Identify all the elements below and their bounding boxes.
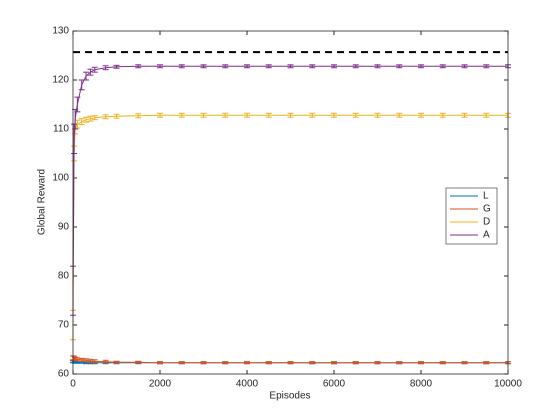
x-tick-label: 10000 bbox=[494, 379, 522, 390]
y-tick-label: 80 bbox=[58, 271, 70, 282]
error-bar bbox=[113, 64, 120, 69]
legend-label: G bbox=[483, 204, 491, 215]
error-bar bbox=[352, 64, 359, 69]
error-bar bbox=[483, 64, 490, 69]
error-bar bbox=[87, 68, 94, 76]
error-bar bbox=[374, 361, 381, 365]
y-tick-label: 130 bbox=[52, 26, 69, 37]
error-bar bbox=[91, 66, 98, 73]
error-bar bbox=[309, 64, 316, 69]
error-bar bbox=[91, 115, 98, 121]
error-bar bbox=[331, 361, 337, 365]
x-tick-label: 0 bbox=[70, 379, 76, 390]
legend-label: L bbox=[483, 191, 489, 202]
axes-box bbox=[72, 30, 509, 375]
x-tick-label: 6000 bbox=[323, 379, 346, 390]
error-bar bbox=[396, 64, 403, 69]
error-bar bbox=[244, 112, 250, 118]
error-bar bbox=[461, 361, 468, 365]
error-bar bbox=[418, 112, 424, 118]
error-bar bbox=[265, 361, 272, 365]
error-bar bbox=[102, 65, 109, 71]
error-bar bbox=[418, 64, 424, 69]
error-bar bbox=[178, 112, 185, 118]
error-bar bbox=[157, 112, 163, 118]
error-bar bbox=[222, 361, 229, 365]
error-bar bbox=[102, 359, 109, 364]
y-tick-label: 90 bbox=[58, 222, 70, 233]
error-bar bbox=[287, 361, 294, 365]
error-bar bbox=[135, 113, 142, 119]
x-tick-label: 2000 bbox=[149, 379, 172, 390]
error-bar bbox=[461, 112, 468, 118]
y-tick-label: 70 bbox=[58, 320, 70, 331]
error-bar bbox=[157, 361, 163, 365]
error-bar bbox=[461, 64, 468, 69]
x-tick-label: 4000 bbox=[236, 379, 259, 390]
legend-label: A bbox=[483, 230, 490, 241]
error-bar bbox=[178, 64, 185, 69]
error-bar bbox=[200, 64, 207, 69]
error-bar bbox=[222, 112, 229, 118]
error-bar bbox=[74, 96, 81, 113]
error-bar bbox=[418, 361, 424, 365]
error-bar bbox=[374, 112, 381, 118]
error-bar bbox=[244, 64, 250, 69]
error-bar bbox=[222, 64, 229, 69]
series-line bbox=[72, 357, 508, 364]
error-bar bbox=[374, 64, 381, 69]
error-bar bbox=[309, 112, 316, 118]
error-bar bbox=[439, 64, 446, 69]
error-bar bbox=[265, 112, 272, 118]
error-bar bbox=[135, 360, 142, 364]
error-bar bbox=[178, 361, 185, 365]
error-bar bbox=[352, 112, 359, 118]
y-tick-label: 100 bbox=[52, 173, 69, 184]
error-bar bbox=[157, 64, 163, 69]
y-tick-label: 120 bbox=[52, 75, 69, 86]
error-bar bbox=[439, 112, 446, 118]
y-axis-label: Global Reward bbox=[37, 169, 48, 235]
legend-label: D bbox=[483, 217, 490, 228]
error-bar bbox=[78, 118, 85, 126]
error-bar bbox=[83, 116, 90, 123]
error-bar bbox=[287, 112, 294, 118]
error-bar bbox=[287, 64, 294, 69]
x-axis-label: Episodes bbox=[269, 391, 310, 402]
error-bar bbox=[352, 361, 359, 365]
series-line bbox=[72, 65, 508, 291]
error-bar bbox=[396, 361, 403, 365]
error-bar bbox=[102, 114, 109, 120]
series-line bbox=[72, 114, 508, 326]
error-bar bbox=[244, 361, 250, 365]
error-bar bbox=[396, 112, 403, 118]
error-bar bbox=[91, 359, 98, 364]
error-bar bbox=[331, 64, 337, 69]
error-bar bbox=[113, 113, 120, 119]
error-bar bbox=[439, 361, 446, 365]
error-bar bbox=[265, 64, 272, 69]
x-tick-label: 8000 bbox=[410, 379, 433, 390]
error-bar bbox=[113, 360, 120, 364]
y-tick-label: 110 bbox=[53, 124, 69, 135]
error-bar bbox=[483, 112, 490, 118]
error-bar bbox=[83, 71, 90, 81]
error-bar bbox=[483, 361, 490, 365]
y-tick-label: 60 bbox=[58, 369, 70, 380]
error-bar bbox=[309, 361, 316, 365]
error-bar bbox=[135, 64, 142, 69]
error-bar bbox=[200, 112, 207, 118]
error-bar bbox=[200, 361, 207, 365]
error-bar bbox=[331, 112, 337, 118]
